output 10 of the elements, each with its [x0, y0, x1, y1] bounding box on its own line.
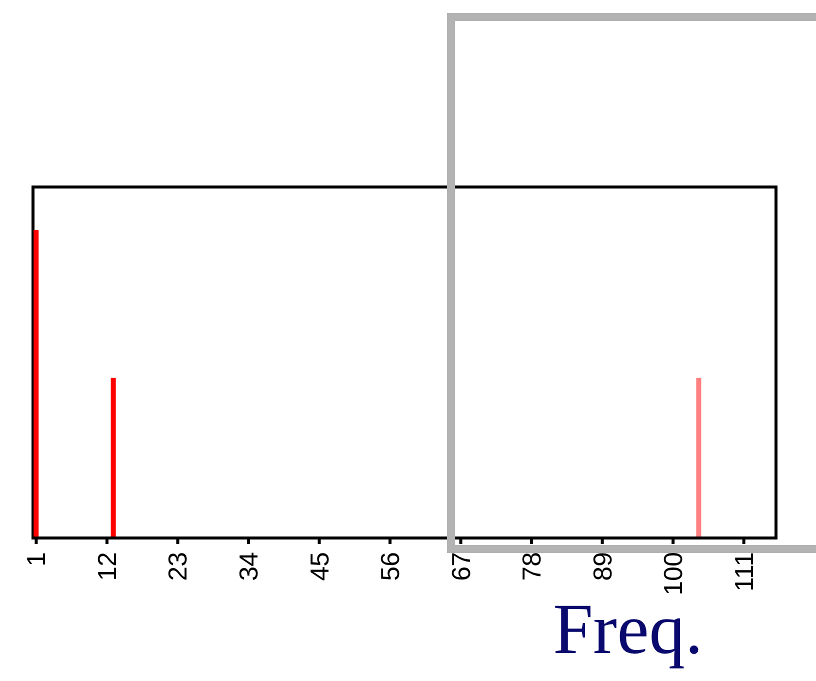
x-tick-label: 1 [21, 552, 52, 566]
x-tick-label: 89 [587, 552, 618, 581]
x-tick-label: 78 [516, 552, 547, 581]
x-tick-label: 56 [375, 552, 406, 581]
x-tick-label: 23 [162, 552, 193, 581]
x-tick-label: 12 [92, 552, 122, 581]
x-tick-label: 34 [234, 552, 264, 581]
x-tick-label: 67 [446, 552, 476, 581]
x-tick-label: 45 [304, 552, 334, 581]
x-tick-label: 111 [728, 552, 759, 592]
